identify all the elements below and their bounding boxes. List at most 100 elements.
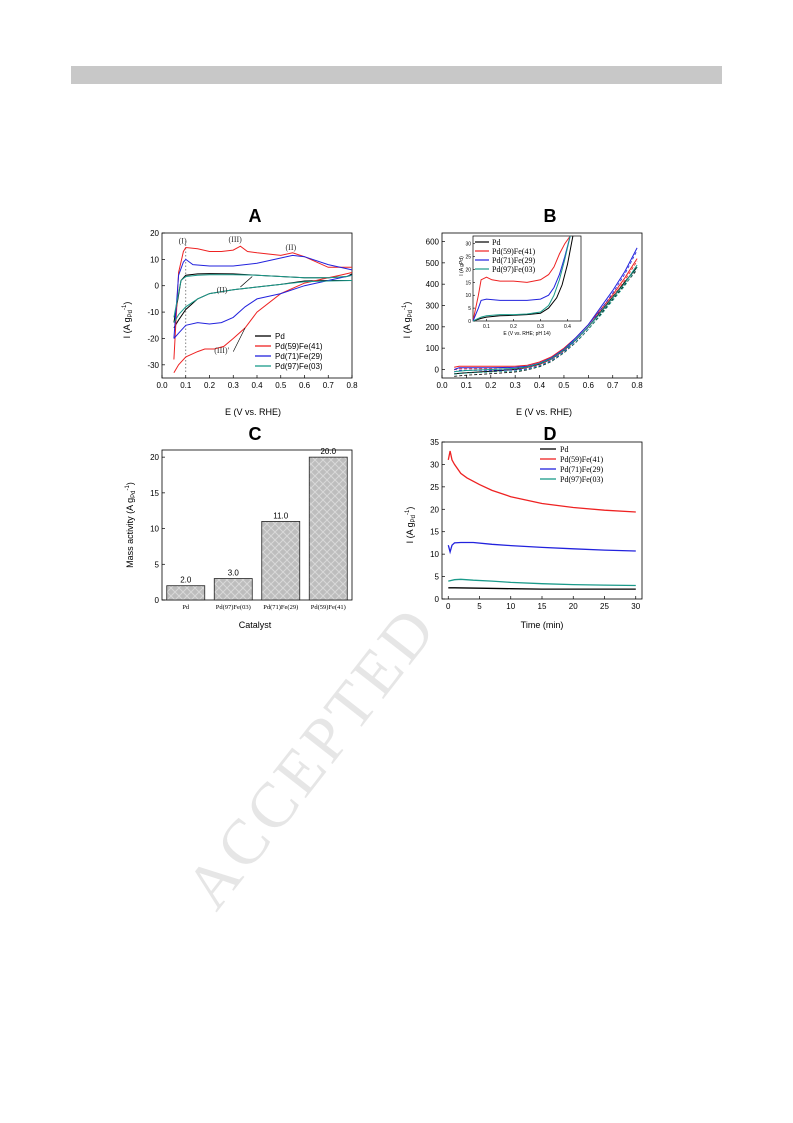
plot-frame-c <box>161 449 353 601</box>
inset-trace-Pd(59)Fe(41) <box>472 235 571 322</box>
peak-annotation: (II) <box>286 243 297 252</box>
y-tick-label-d: 5 <box>435 573 440 582</box>
x-tick-label-b: 0.4 <box>534 381 546 390</box>
panel-label-c: C <box>249 424 262 444</box>
bar-Pd(97)Fe(03) <box>213 578 253 601</box>
annotation-arrow <box>232 327 246 352</box>
y-tick-label-d: 30 <box>430 460 439 469</box>
y-tick-label-d: 15 <box>430 528 439 537</box>
x-tick-label-d: 25 <box>600 602 609 611</box>
bar-Pd(71)Fe(29) <box>261 521 301 601</box>
y-tick-label-d: 25 <box>430 483 439 492</box>
plot-frame-d <box>441 441 643 600</box>
y-tick-label-a: -10 <box>147 308 159 317</box>
legend-entry-a: Pd(71)Fe(29) <box>275 352 323 361</box>
y-tick-label-b: 100 <box>426 344 440 353</box>
cv-reverse-Pd(97)Fe(03) <box>173 280 353 323</box>
accepted-watermark: ACCEPTED <box>170 592 470 922</box>
lsv-trace-Pd(97)Fe(03) <box>454 264 638 373</box>
peak-annotation: (III)' <box>214 346 229 355</box>
cv-forward-Pd(97)Fe(03) <box>173 274 353 318</box>
y-tick-label-a: 10 <box>150 255 159 264</box>
x-tick-label-d: 0 <box>446 602 451 611</box>
y-tick-label-a: -20 <box>147 334 159 343</box>
x-tick-label-a: 0.5 <box>275 381 287 390</box>
legend-entry-d: Pd(59)Fe(41) <box>560 455 603 464</box>
legend-entry-d: Pd <box>560 445 568 454</box>
cv-forward-Pd(59)Fe(41) <box>173 245 352 360</box>
y-tick-label-a: 0 <box>155 282 160 291</box>
x-axis-title-c: Catalyst <box>239 620 272 630</box>
x-tick-label-a: 0.7 <box>323 381 335 390</box>
x-axis-title-b: E (V vs. RHE) <box>516 407 572 417</box>
inset-x-tick-label: 0.3 <box>537 324 544 330</box>
legend-entry-d: Pd(71)Fe(29) <box>560 465 603 474</box>
category-label: Pd <box>182 604 190 611</box>
category-label: Pd(97)Fe(03) <box>216 604 251 611</box>
y-tick-label-b: 0 <box>435 365 440 374</box>
cv-reverse-Pd <box>173 280 352 329</box>
panel-a: A 0.0 0.1 0.2 0.3 0.4 0.5 0.6 0.7 0.8 20 10 0 -10 -20… <box>115 200 375 417</box>
x-tick-label-d: 5 <box>477 602 482 611</box>
y-tick-label-d: 35 <box>430 438 439 447</box>
peak-annotation: (III) <box>229 235 243 244</box>
inset-y-tick-label: 0 <box>468 319 471 325</box>
y-tick-label-b: 300 <box>426 302 440 311</box>
legend-entry-b: Pd(59)Fe(41) <box>492 247 535 256</box>
y-tick-label-c: 15 <box>150 489 159 498</box>
inset-trace-Pd(97)Fe(03) <box>472 235 571 322</box>
bar-Pd(59)Fe(41) <box>308 456 348 601</box>
legend-entry-b: Pd <box>492 238 500 247</box>
bar-Pd <box>166 585 206 601</box>
peak-annotation: (I) <box>179 237 187 246</box>
y-tick-label-c: 0 <box>155 596 160 605</box>
x-tick-label-b: 0.2 <box>485 381 497 390</box>
y-axis-title-a: I (A gPd-1) <box>122 302 134 339</box>
y-tick-label-b: 600 <box>426 238 440 247</box>
panel-label-d: D <box>544 424 557 444</box>
inset-y-tick-label: 30 <box>465 242 471 248</box>
category-label: Pd(71)Fe(29) <box>263 604 298 611</box>
legend-entry-b: Pd(97)Fe(03) <box>492 265 535 274</box>
bar-value-label: 20.0 <box>320 447 336 456</box>
x-tick-label-d: 30 <box>631 602 640 611</box>
legend-entry-b: Pd(71)Fe(29) <box>492 256 535 265</box>
x-tick-label-a: 0.8 <box>346 381 358 390</box>
cv-chart-a: A 0.0 0.1 0.2 0.3 0.4 0.5 0.6 0.7 0.8 20 10 0 -10 -20… <box>122 206 358 417</box>
y-tick-label-b: 500 <box>426 259 440 268</box>
x-tick-label-a: 0.1 <box>180 381 192 390</box>
chrono-trace-Pd(71)Fe(29) <box>447 541 636 555</box>
x-tick-label-b: 0.8 <box>632 381 644 390</box>
x-tick-label-b: 0.1 <box>461 381 473 390</box>
header-bar <box>71 66 722 84</box>
y-tick-label-b: 200 <box>426 323 440 332</box>
y-tick-label-a: 20 <box>150 229 159 238</box>
lsv-trace-repeat-Pd(97)Fe(03) <box>454 267 638 375</box>
cv-reverse-Pd(59)Fe(41) <box>173 272 353 373</box>
bar-chart-c: C 0 5 10 15 20 2.0 Pd 3.0 Pd(97)Fe(03) 11.0 Pd(71… <box>125 424 353 630</box>
panel-label-b: B <box>544 206 557 226</box>
category-label: Pd(59)Fe(41) <box>311 604 346 611</box>
inset-x-tick-label: 0.1 <box>483 324 490 330</box>
y-tick-label-b: 400 <box>426 280 440 289</box>
bar-value-label: 2.0 <box>180 576 192 585</box>
legend-entry-a: Pd(97)Fe(03) <box>275 362 323 371</box>
y-tick-label-c: 20 <box>150 453 159 462</box>
x-tick-label-a: 0.0 <box>156 381 168 390</box>
annotation-arrow <box>240 276 253 288</box>
bar-value-label: 3.0 <box>228 569 240 578</box>
inset-x-tick-label: 0.2 <box>510 324 517 330</box>
panel-d: D 0 5 10 15 20 25 30 0 5 10 15 20 25 30 35 Pd Pd(59)Fe(… <box>395 420 655 635</box>
inset-x-axis-title: E (V vs. RHE; pH 14) <box>503 331 551 337</box>
x-tick-label-d: 10 <box>506 602 515 611</box>
inset-y-tick-label: 10 <box>465 293 471 299</box>
cv-reverse-Pd(71)Fe(29) <box>173 274 353 339</box>
x-tick-label-b: 0.0 <box>436 381 448 390</box>
y-tick-label-d: 20 <box>430 505 439 514</box>
lsv-chart-b: B 0.0 0.1 0.2 0.3 0.4 0.5 0.6 0.7 0.860050040030… <box>402 206 644 417</box>
y-tick-label-c: 5 <box>155 560 160 569</box>
inset-trace-Pd(71)Fe(29) <box>472 235 571 322</box>
y-axis-title-c: Mass activity (A gPd-1) <box>125 482 137 568</box>
chrono-chart-d: D 0 5 10 15 20 25 30 0 5 10 15 20 25 30 35 PdPd(59)Fe(… <box>405 424 643 630</box>
